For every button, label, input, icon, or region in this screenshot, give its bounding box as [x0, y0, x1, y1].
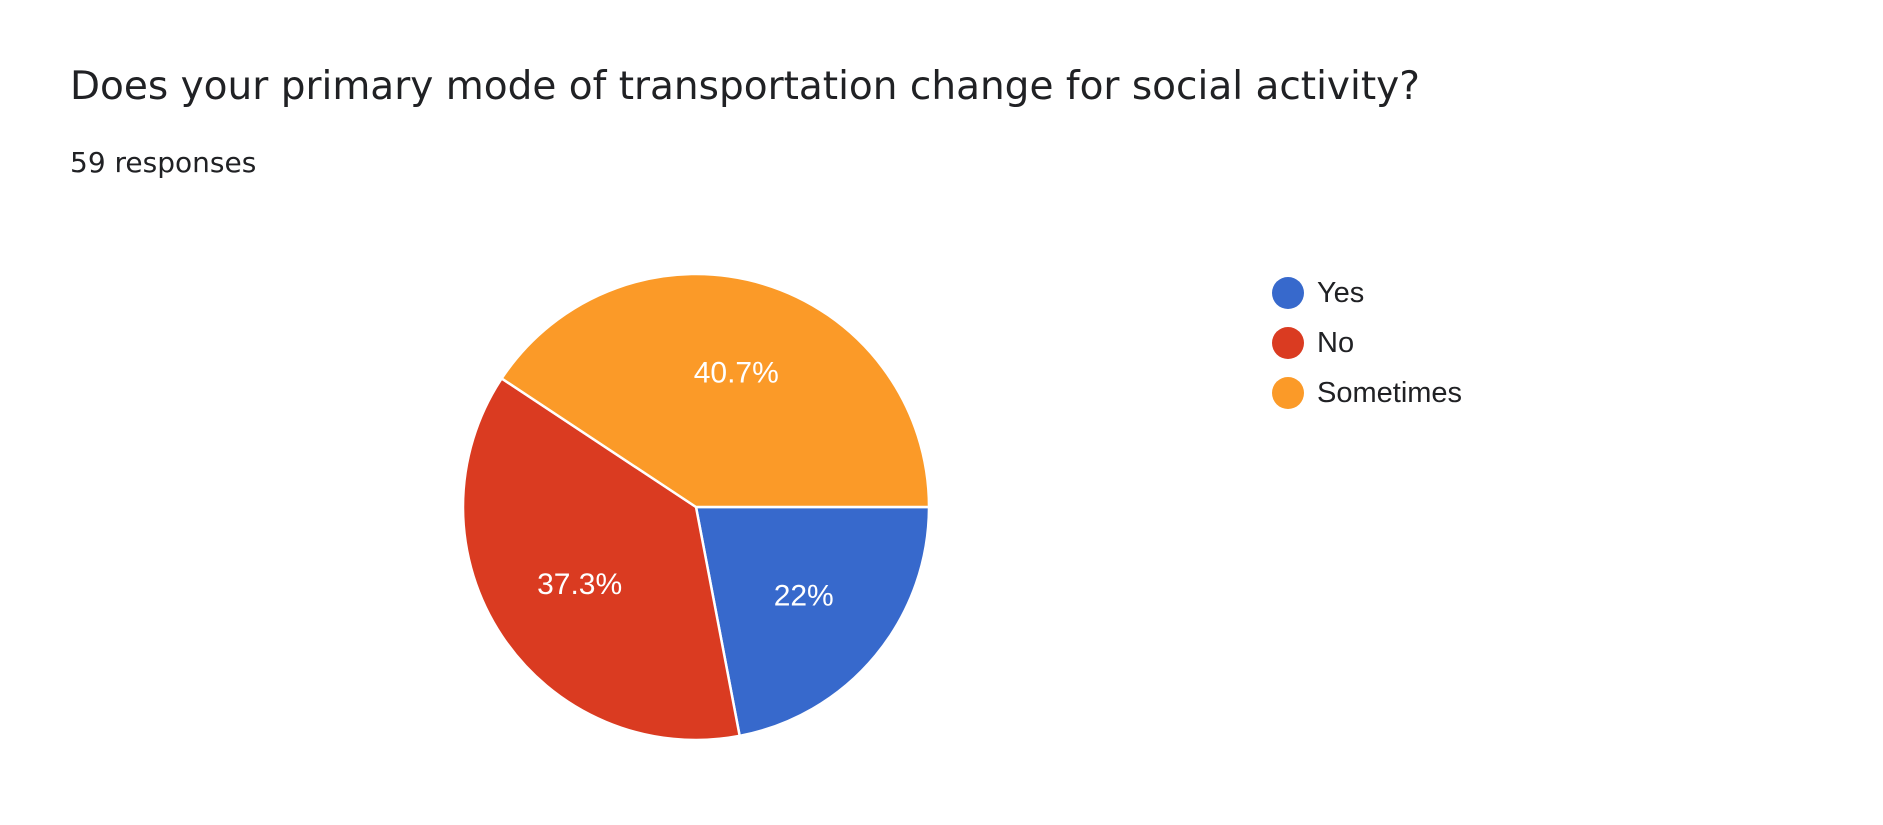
slice-label-no: 37.3% — [537, 568, 622, 601]
slice-label-sometimes: 40.7% — [694, 357, 779, 390]
pie-slice-labels: 22% 37.3% 40.7% — [537, 357, 834, 613]
pie-slice-yes[interactable] — [694, 505, 931, 738]
pie-slice-no[interactable] — [461, 377, 741, 742]
pie-slices — [461, 272, 931, 742]
legend-item-sometimes[interactable]: Sometimes — [1272, 368, 1462, 418]
legend-label: Yes — [1317, 276, 1365, 309]
legend-swatch — [1272, 327, 1304, 359]
question-title: Does your primary mode of transportation… — [70, 64, 1420, 109]
slice-label-yes: 22% — [774, 580, 834, 613]
legend-label: Sometimes — [1317, 376, 1463, 409]
legend-swatch — [1272, 277, 1304, 309]
legend-swatch — [1272, 377, 1304, 409]
legend-item-yes[interactable]: Yes — [1272, 268, 1462, 318]
legend-item-no[interactable]: No — [1272, 318, 1462, 368]
legend-label: No — [1317, 326, 1355, 359]
chart-legend[interactable]: Yes No Sometimes — [1272, 268, 1462, 418]
pie-slice-sometimes[interactable] — [500, 272, 931, 509]
response-count: 59 responses — [70, 146, 257, 179]
